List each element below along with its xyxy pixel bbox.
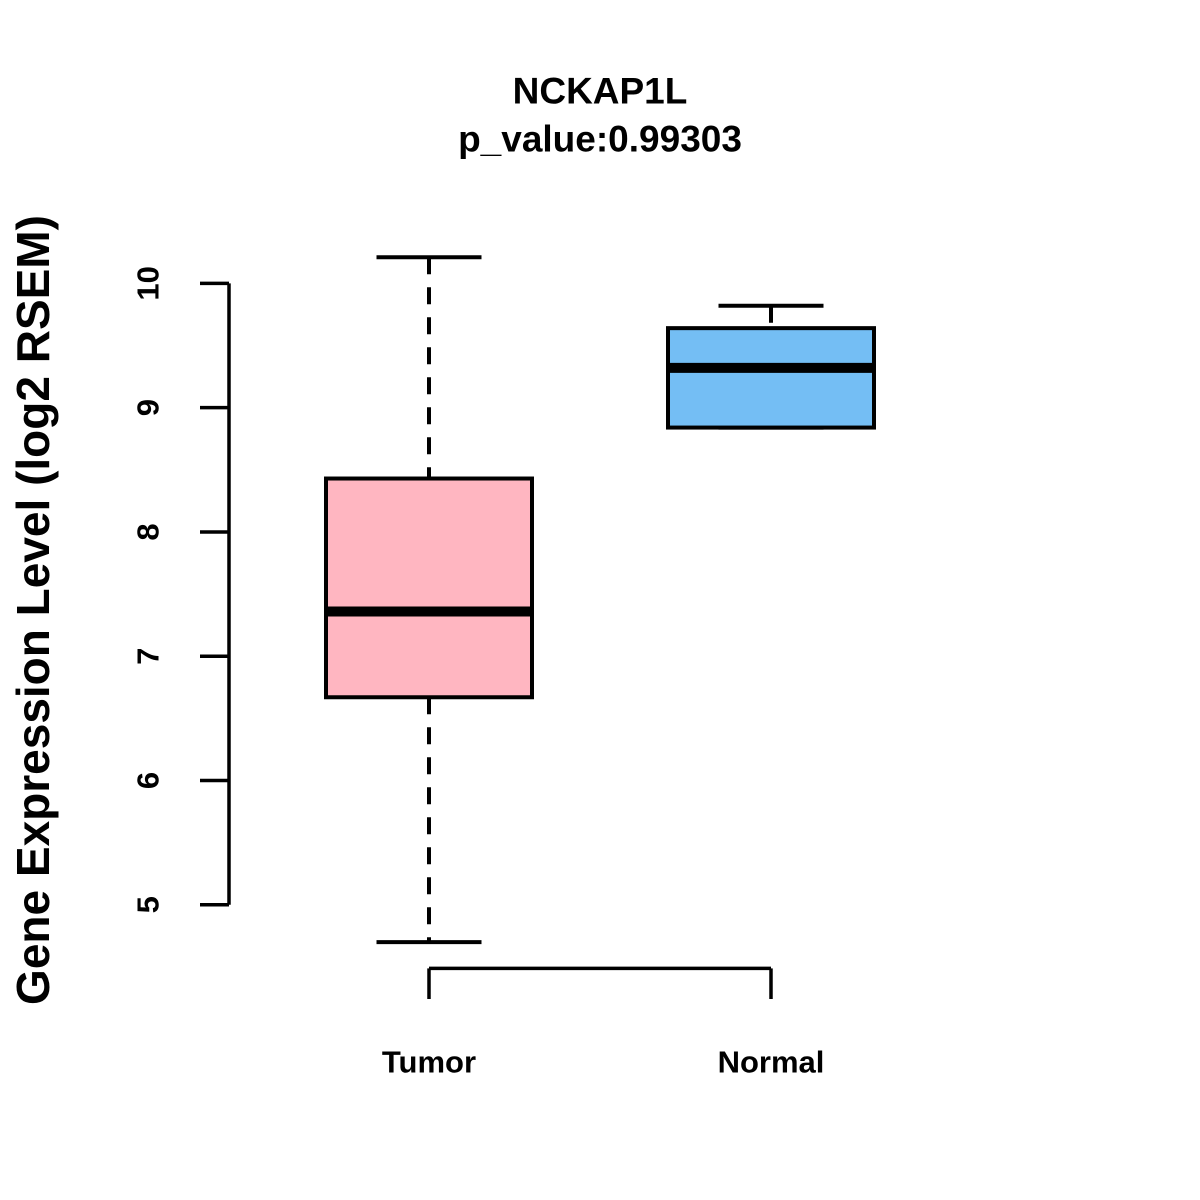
y-axis: 5 6 7 8 9 10	[131, 266, 231, 913]
box-group-tumor	[324, 255, 534, 945]
x-category-label-tumor: Tumor	[382, 1045, 476, 1080]
chart-subtitle: p_value:0.99303	[458, 119, 742, 160]
x-axis: Tumor Normal	[382, 966, 825, 1080]
y-tick-label: 5	[131, 896, 166, 913]
box-series	[324, 255, 876, 945]
x-category-label-normal: Normal	[718, 1045, 825, 1080]
chart-title: NCKAP1L	[513, 71, 688, 112]
iqr-box	[666, 326, 876, 430]
y-tick-label: 10	[131, 266, 166, 300]
y-tick-label: 7	[131, 648, 166, 665]
y-axis-label: Gene Expression Level (log2 RSEM)	[7, 215, 59, 1005]
y-tick-label: 8	[131, 523, 166, 540]
iqr-box	[324, 476, 534, 700]
y-tick-label: 6	[131, 772, 166, 789]
box-group-normal	[666, 303, 876, 430]
y-tick-label: 9	[131, 399, 166, 416]
